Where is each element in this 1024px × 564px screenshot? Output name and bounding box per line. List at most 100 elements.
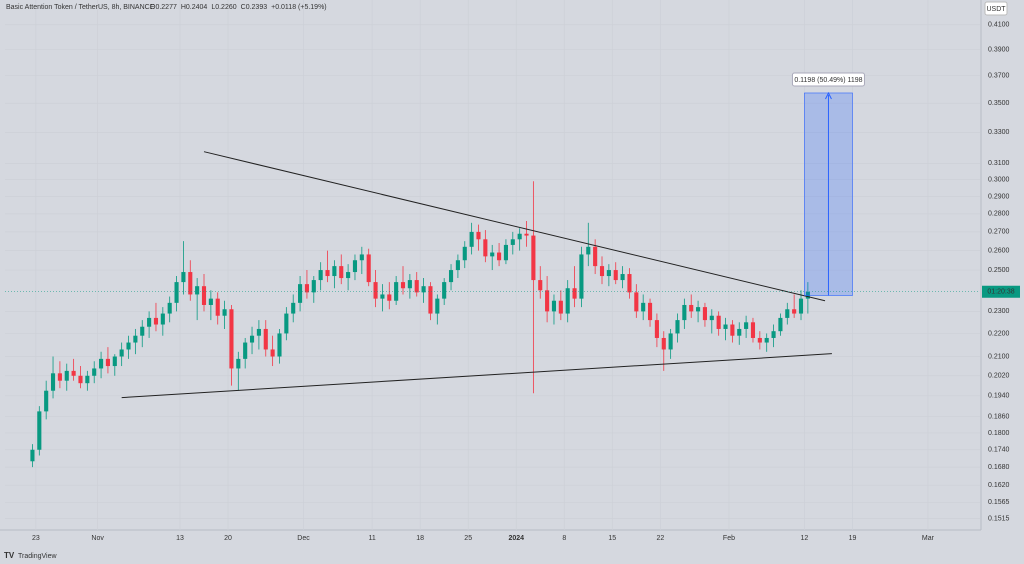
- candle-body: [352, 260, 358, 273]
- y-tick-label: 0.3100: [988, 160, 1010, 167]
- candle-body: [188, 272, 193, 295]
- candle-body: [270, 349, 275, 357]
- x-tick-label: Mar: [922, 535, 935, 542]
- candle-body: [757, 337, 762, 343]
- x-tick-label: Dec: [297, 535, 310, 542]
- candle-body: [92, 368, 97, 376]
- candle-body: [201, 286, 207, 305]
- candle-body: [565, 288, 570, 314]
- x-tick-label: 2024: [508, 535, 524, 542]
- candle-body: [249, 335, 255, 343]
- candle-body: [730, 324, 735, 336]
- candle-body: [298, 284, 303, 303]
- candle-body: [462, 246, 467, 261]
- candle-body: [709, 315, 714, 321]
- y-tick-label: 0.2200: [988, 330, 1010, 337]
- measure-label: 0.1198 (50.49%) 1198: [794, 77, 862, 84]
- y-tick-label: 0.3300: [988, 129, 1010, 136]
- y-tick-label: 0.1680: [988, 464, 1010, 471]
- candle-body: [140, 326, 145, 336]
- candle-body: [586, 246, 591, 255]
- candle-body: [778, 317, 783, 332]
- candle-body: [606, 270, 611, 277]
- candle-body: [647, 302, 653, 321]
- candle-body: [593, 246, 598, 267]
- candle-body: [599, 266, 605, 277]
- candle-body: [469, 231, 474, 247]
- y-tick-label: 0.3900: [988, 46, 1010, 53]
- candle-body: [517, 233, 522, 240]
- candle-body: [771, 331, 776, 338]
- candle-body: [716, 315, 721, 329]
- candle-body: [510, 239, 515, 245]
- candle-body: [30, 449, 35, 462]
- symbol: Basic Attention Token / TetherUS, 8h, BI…: [6, 4, 155, 11]
- candle-body: [558, 300, 563, 314]
- candle-body: [654, 320, 659, 338]
- y-tick-label: 0.1940: [988, 393, 1010, 400]
- candle-body: [229, 309, 234, 369]
- y-tick-label: 0.1515: [988, 515, 1010, 522]
- candle-body: [455, 260, 460, 271]
- y-tick-label: 0.4100: [988, 22, 1010, 29]
- trendline: [203, 151, 826, 302]
- candle-body: [394, 282, 399, 301]
- candle-body: [634, 292, 639, 312]
- x-tick-label: Feb: [723, 535, 735, 542]
- candle-body: [57, 373, 62, 381]
- candle-body: [442, 282, 447, 299]
- candle-body: [346, 272, 351, 279]
- candle-body: [702, 307, 707, 321]
- candle-body: [366, 254, 371, 283]
- candle-body: [627, 274, 632, 293]
- candle-body: [531, 235, 536, 281]
- candle-body: [119, 349, 124, 357]
- y-tick-label: 0.2900: [988, 193, 1010, 200]
- y-tick-label: 0.1565: [988, 499, 1010, 506]
- x-tick-label: 13: [176, 535, 184, 542]
- candle-body: [44, 390, 49, 412]
- y-tick-label: 0.2020: [988, 373, 1010, 380]
- candle-body: [805, 291, 810, 299]
- candle-body: [613, 270, 618, 281]
- candle-body: [545, 290, 550, 312]
- candle-body: [414, 280, 419, 293]
- candle-body: [105, 358, 110, 367]
- candle-body: [380, 294, 385, 299]
- ohlc-value: O0.2277: [150, 4, 177, 11]
- measure-label-box: [791, 72, 865, 87]
- candle-body: [538, 280, 543, 291]
- brand: TradingView: [18, 553, 57, 560]
- candle-body: [222, 309, 227, 316]
- candle-body: [112, 356, 117, 367]
- candle-body: [764, 337, 769, 343]
- candle-body: [483, 239, 488, 257]
- y-tick-label: 0.2300: [988, 308, 1010, 315]
- candle-body: [64, 370, 69, 381]
- x-tick-label: 22: [656, 535, 664, 542]
- y-tick-label: 0.2500: [988, 267, 1010, 274]
- x-tick-label: 8: [562, 535, 566, 542]
- candle-body: [476, 231, 481, 240]
- candle-body: [284, 313, 289, 334]
- candle-body: [579, 254, 584, 299]
- brand-logo: TV: [4, 551, 15, 560]
- candle-body: [174, 282, 179, 303]
- candle-body: [689, 304, 694, 312]
- candle-body: [400, 282, 406, 289]
- candle-body: [373, 282, 378, 299]
- candle-body: [744, 322, 749, 329]
- candle-body: [641, 302, 646, 312]
- ohlc-value: C0.2393: [241, 4, 268, 11]
- candle-body: [332, 266, 337, 277]
- candle-body: [85, 375, 90, 384]
- candle-body: [696, 307, 701, 312]
- x-tick-label: 23: [32, 535, 40, 542]
- candle-body: [339, 266, 344, 279]
- candle-body: [181, 272, 186, 283]
- candle-body: [243, 342, 248, 359]
- candle-body: [263, 328, 268, 350]
- candle-body: [311, 280, 316, 293]
